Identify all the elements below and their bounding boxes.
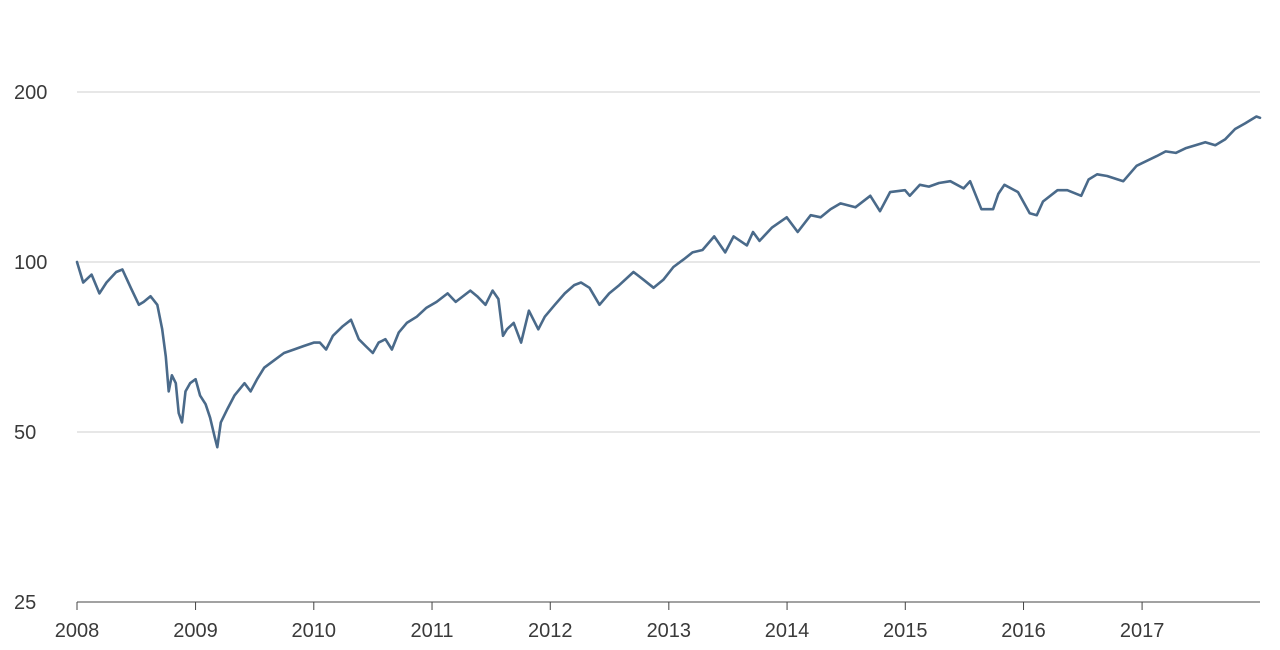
x-tick-label-2008: 2008 xyxy=(55,620,100,642)
series-layer xyxy=(75,115,1262,449)
y-tick-label-50: 50 xyxy=(14,422,36,444)
x-tick-label-2014: 2014 xyxy=(765,620,810,642)
x-tick-label-2017: 2017 xyxy=(1120,620,1165,642)
x-axis xyxy=(76,601,1260,610)
y-tick-labels: 25 50 100 200 xyxy=(14,82,47,614)
x-tick-label-2011: 2011 xyxy=(411,620,454,642)
x-tick-label-2009: 2009 xyxy=(173,620,218,642)
series-line-1 xyxy=(75,115,1262,449)
y-tick-label-200: 200 xyxy=(14,82,47,104)
x-tick-labels: 2008 2009 2010 2011 2012 2013 2014 2015 2016 2017 xyxy=(55,620,1165,642)
x-tick-label-2010: 2010 xyxy=(292,620,337,642)
y-tick-label-25: 25 xyxy=(14,592,36,614)
y-tick-label-100: 100 xyxy=(14,252,47,274)
x-tick-label-2015: 2015 xyxy=(883,620,928,642)
x-tick-label-2013: 2013 xyxy=(647,620,692,642)
x-tick-label-2012: 2012 xyxy=(528,620,573,642)
grid-lines xyxy=(77,91,1260,433)
x-tick-label-2016: 2016 xyxy=(1001,620,1046,642)
